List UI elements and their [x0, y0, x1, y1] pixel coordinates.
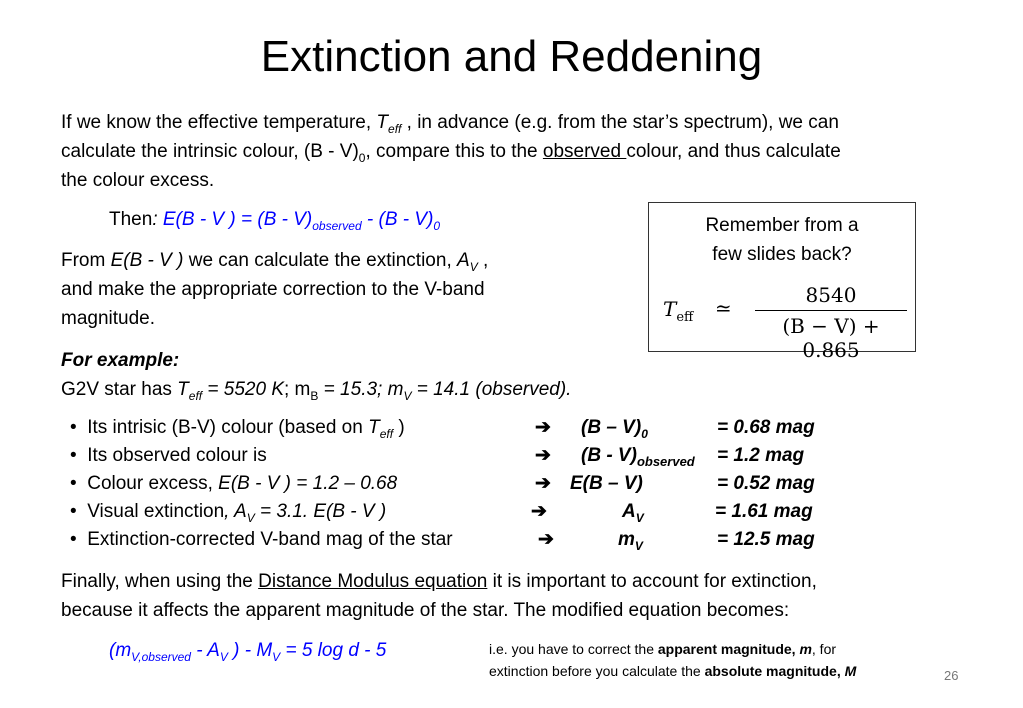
distance-modulus-equation: (mV,observed - AV ) - MV = 5 log d - 5 — [109, 640, 387, 664]
from-paragraph: From E(B - V ) we can calculate the exti… — [61, 250, 489, 329]
intro-line-1: If we know the effective temperature, Te… — [61, 112, 839, 136]
example-heading: For example: — [61, 350, 180, 371]
list-item: • Colour excess, E(B - V ) = 1.2 – 0.68 — [70, 473, 398, 494]
correction-note: i.e. you have to correct the apparent ma… — [489, 641, 857, 679]
page-number: 26 — [944, 668, 959, 683]
teff-formula: Teff ≃ 8540 (B − V) + 0.865 — [663, 283, 907, 362]
list-item: • Its observed colour is — [70, 445, 267, 466]
intro-line-3: the colour excess. — [61, 170, 215, 191]
slide-title: Extinction and Reddening — [260, 32, 763, 81]
then-equation: Then: E(B - V ) = (B - V)observed - (B -… — [109, 209, 441, 233]
observed-link[interactable]: observed — [542, 141, 627, 162]
arrow-icon: ➔ — [535, 473, 551, 494]
arrow-icon: ➔ — [535, 445, 551, 466]
reminder-caption: Remember from a few slides back? — [705, 215, 859, 265]
list-item: • Its intrisic (B-V) colour (based on Te… — [70, 417, 405, 441]
finally-paragraph: Finally, when using the Distance Modulus… — [61, 571, 817, 621]
teff-fraction: 8540 (B − V) + 0.865 — [751, 283, 911, 362]
arrow-icon: ➔ — [538, 529, 554, 550]
list-item: • Visual extinction, AV = 3.1. E(B - V ) — [70, 501, 387, 525]
intro-paragraph: If we know the effective temperature, Te… — [61, 108, 971, 195]
arrow-icon: ➔ — [531, 501, 547, 522]
arrow-icon: ➔ — [535, 417, 551, 438]
color-excess-formula: E(B - V ) = (B - V)observed - (B - V)0 — [162, 209, 441, 233]
example-block: For example: G2V star has Teff = 5520 K;… — [61, 346, 571, 404]
list-item: • Extinction-corrected V-band mag of the… — [70, 529, 453, 550]
distance-modulus-link[interactable]: Distance Modulus equation — [258, 571, 488, 592]
reminder-box: Remember from a few slides back? Teff ≃ … — [648, 202, 916, 362]
intro-line-2: calculate the intrinsic colour, (B - V)0… — [61, 141, 841, 165]
